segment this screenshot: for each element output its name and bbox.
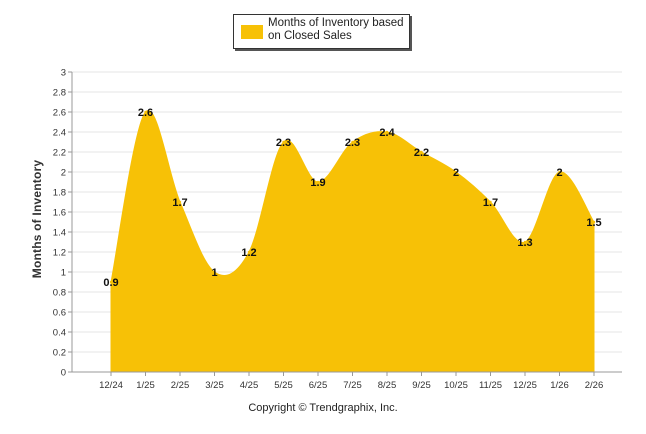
y-tick-label: 1 bbox=[61, 268, 66, 279]
y-tick-label: 1.8 bbox=[53, 188, 66, 199]
y-tick-label: 1.4 bbox=[53, 228, 66, 239]
data-point bbox=[592, 220, 596, 224]
x-tick-label: 12/25 bbox=[513, 380, 537, 391]
data-label: 2.3 bbox=[345, 137, 360, 149]
y-tick-label: 1.6 bbox=[53, 208, 66, 219]
y-tick-label: 2.6 bbox=[53, 108, 66, 119]
data-label: 2.3 bbox=[276, 137, 291, 149]
x-tick-label: 11/25 bbox=[479, 380, 502, 391]
data-point bbox=[489, 200, 492, 204]
y-axis-label: Months of Inventory bbox=[30, 159, 44, 279]
x-tick-label: 4/25 bbox=[240, 380, 259, 391]
y-tick-label: 2.8 bbox=[53, 88, 66, 99]
data-point bbox=[558, 170, 561, 174]
x-tick-label: 3/25 bbox=[205, 380, 224, 391]
data-label: 1.2 bbox=[241, 247, 256, 259]
legend-swatch bbox=[241, 25, 263, 39]
data-label: 2.2 bbox=[414, 147, 429, 159]
x-axis-ticks: 12/24 1/25 2/25 3/25 4/25 5/25 6/25 7/25 8/25 9/2… bbox=[99, 372, 603, 391]
data-point bbox=[178, 200, 182, 204]
data-label: 1 bbox=[211, 267, 217, 279]
legend: Months of Inventory based on Closed Sale… bbox=[233, 14, 410, 49]
x-tick-label: 8/25 bbox=[378, 380, 397, 391]
data-labels: 0.9 2.6 1.7 1 1.2 2.3 1.9 2.3 2.4 2.2 2 1.7 1.3 2 1.5 bbox=[103, 107, 601, 289]
y-axis-ticks: 0 0.2 0.4 0.6 0.8 1 1.2 1.4 1.6 1.8 2 2.2 2.4 2.6 2.8 3 bbox=[53, 68, 72, 379]
data-point bbox=[385, 130, 389, 134]
data-label: 2 bbox=[556, 167, 562, 179]
legend-label: Months of Inventory based on Closed Sale… bbox=[268, 17, 404, 42]
data-label: 1.9 bbox=[310, 177, 325, 189]
x-tick-label: 1/26 bbox=[550, 380, 569, 391]
data-point bbox=[316, 180, 320, 184]
copyright-text: Copyright © Trendgraphix, Inc. bbox=[248, 402, 398, 414]
data-point bbox=[420, 150, 423, 154]
data-point bbox=[109, 280, 113, 284]
y-tick-label: 0.8 bbox=[53, 288, 66, 299]
data-point bbox=[454, 170, 458, 174]
x-tick-label: 2/26 bbox=[585, 380, 604, 391]
data-point bbox=[213, 270, 216, 274]
x-tick-label: 9/25 bbox=[412, 380, 431, 391]
data-point bbox=[247, 250, 251, 254]
x-tick-label: 7/25 bbox=[343, 380, 362, 391]
y-tick-label: 2.2 bbox=[53, 148, 66, 159]
y-tick-label: 0.2 bbox=[53, 348, 66, 359]
data-label: 2.4 bbox=[379, 127, 395, 139]
x-tick-label: 12/24 bbox=[99, 380, 123, 391]
data-point bbox=[351, 140, 354, 144]
y-tick-label: 2.4 bbox=[53, 128, 66, 139]
x-tick-label: 10/25 bbox=[444, 380, 468, 391]
x-tick-label: 1/25 bbox=[136, 380, 155, 391]
data-label: 0.9 bbox=[103, 277, 118, 289]
data-label: 1.7 bbox=[483, 197, 498, 209]
y-tick-label: 2 bbox=[61, 168, 66, 179]
data-label: 1.7 bbox=[172, 197, 187, 209]
y-tick-label: 1.2 bbox=[53, 248, 66, 259]
data-point bbox=[144, 110, 147, 114]
x-tick-label: 6/25 bbox=[309, 380, 328, 391]
y-tick-label: 0.6 bbox=[53, 308, 66, 319]
y-tick-label: 0.4 bbox=[53, 328, 66, 339]
area-fill bbox=[110, 109, 595, 373]
data-label: 1.3 bbox=[517, 237, 532, 249]
x-tick-label: 5/25 bbox=[274, 380, 293, 391]
data-point bbox=[523, 240, 527, 244]
y-tick-label: 3 bbox=[61, 68, 66, 79]
area-series bbox=[109, 109, 596, 373]
y-tick-label: 0 bbox=[61, 368, 66, 379]
data-label: 1.5 bbox=[586, 217, 601, 229]
x-tick-label: 2/25 bbox=[171, 380, 190, 391]
data-label: 2 bbox=[453, 167, 459, 179]
data-label: 2.6 bbox=[138, 107, 153, 119]
data-point bbox=[282, 140, 285, 144]
axes bbox=[71, 72, 622, 373]
